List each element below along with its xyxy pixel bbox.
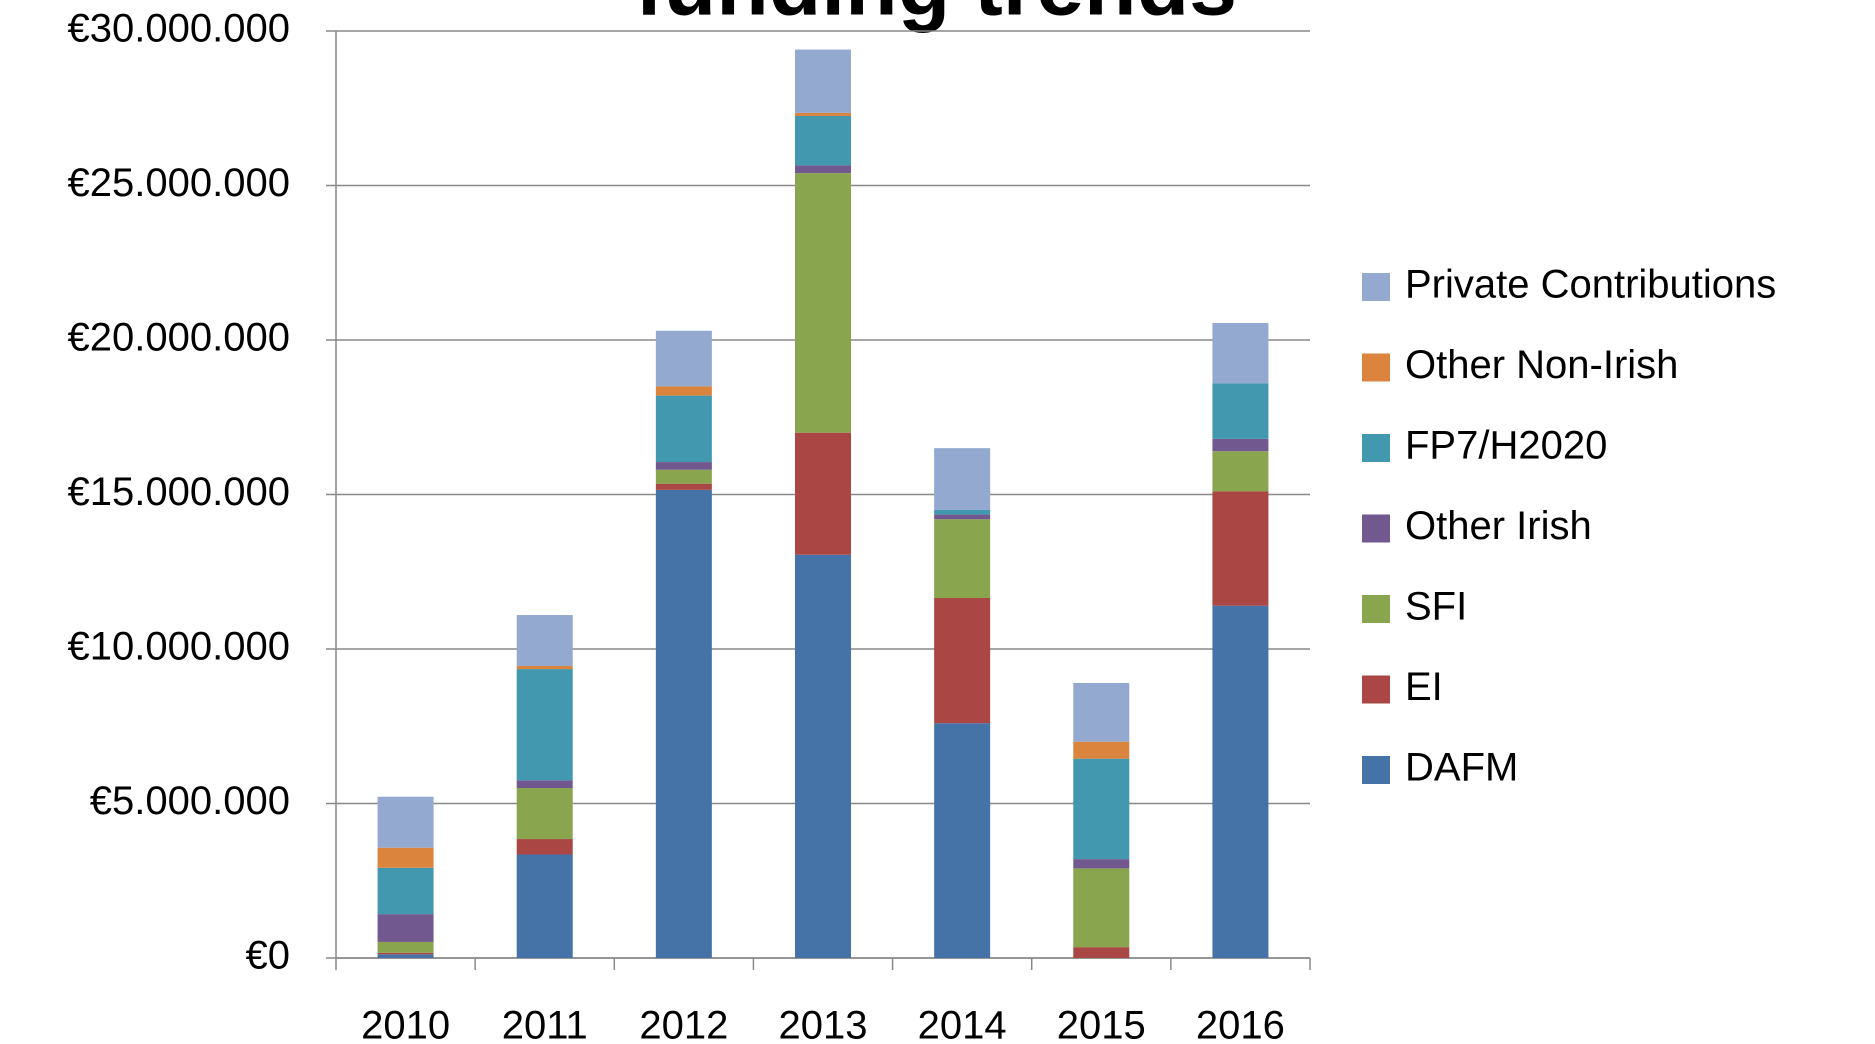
bar-segment bbox=[1073, 682, 1130, 742]
bar-segment bbox=[1212, 605, 1269, 958]
bar-segment bbox=[795, 432, 851, 555]
bar-segment bbox=[1073, 758, 1130, 860]
x-tick-label: 2016 bbox=[1196, 1004, 1285, 1044]
x-tick-label: 2015 bbox=[1057, 1004, 1146, 1044]
bar-segment bbox=[1212, 323, 1269, 384]
legend-label: FP7/H2020 bbox=[1405, 424, 1607, 468]
legend-label: DAFM bbox=[1405, 746, 1518, 790]
bar-segment bbox=[516, 854, 573, 958]
bar-segment bbox=[377, 796, 434, 848]
bar-segment bbox=[1212, 383, 1269, 439]
y-tick-label: €25.000.000 bbox=[68, 161, 290, 205]
bar-segment bbox=[655, 330, 712, 387]
bar-segment bbox=[516, 669, 573, 781]
legend-label: Other Irish bbox=[1405, 504, 1592, 548]
legend-label: EI bbox=[1405, 665, 1443, 709]
bar-segment bbox=[516, 788, 573, 840]
bar-segment bbox=[795, 115, 851, 166]
bar-segment bbox=[516, 665, 573, 670]
legend-swatch bbox=[1362, 675, 1390, 704]
legend-label: SFI bbox=[1405, 585, 1467, 629]
y-tick-label: €20.000.000 bbox=[68, 316, 290, 360]
bar-segment bbox=[516, 839, 573, 855]
legend-swatch bbox=[1362, 756, 1390, 784]
bar-segment bbox=[1212, 451, 1269, 492]
bar-segment bbox=[1073, 741, 1130, 759]
y-tick-label: €10.000.000 bbox=[68, 625, 290, 669]
legend-swatch bbox=[1362, 595, 1390, 623]
bar-segment bbox=[377, 952, 434, 955]
bar-segment bbox=[377, 914, 434, 942]
bar-segment bbox=[1073, 868, 1130, 948]
y-tick-label: €15.000.000 bbox=[68, 470, 290, 514]
bar-segment bbox=[655, 489, 712, 958]
bar-segment bbox=[655, 462, 712, 470]
legend-swatch bbox=[1362, 434, 1390, 462]
bar-segment bbox=[795, 165, 851, 174]
bar-segment bbox=[377, 941, 434, 953]
bar-segment bbox=[1212, 491, 1269, 606]
bar-segment bbox=[934, 723, 991, 958]
bar-segment bbox=[795, 49, 851, 113]
x-tick-label: 2011 bbox=[502, 1004, 588, 1044]
chart-title: funding trends bbox=[635, 0, 1237, 34]
bar-segment bbox=[795, 112, 851, 116]
bar-segment bbox=[377, 954, 434, 958]
legend-swatch bbox=[1362, 514, 1390, 543]
bar-segment bbox=[655, 386, 712, 396]
bar-segment bbox=[934, 514, 991, 520]
bar-segment bbox=[377, 867, 434, 915]
bar-segment bbox=[934, 519, 991, 599]
legend-label: Other Non-Irish bbox=[1405, 343, 1678, 387]
bar-segment bbox=[934, 509, 991, 515]
bar-segment bbox=[377, 847, 434, 868]
x-tick-label: 2013 bbox=[779, 1004, 868, 1044]
bar-segment bbox=[795, 554, 851, 958]
bar-segment bbox=[655, 483, 712, 490]
y-tick-label: €0 bbox=[246, 934, 291, 978]
legend-swatch bbox=[1362, 273, 1390, 301]
legend-label: Private Contributions bbox=[1405, 263, 1776, 307]
x-tick-label: 2014 bbox=[918, 1004, 1007, 1044]
legend-swatch bbox=[1362, 353, 1390, 382]
bar-segment bbox=[1212, 438, 1269, 452]
bar-segment bbox=[655, 395, 712, 463]
y-tick-label: €5.000.000 bbox=[90, 779, 290, 823]
bar-segment bbox=[1073, 859, 1130, 869]
x-tick-label: 2010 bbox=[361, 1004, 450, 1044]
bar-segment bbox=[1073, 947, 1130, 958]
bar-segment bbox=[655, 469, 712, 484]
y-tick-label: €30.000.000 bbox=[68, 7, 290, 51]
bar-segment bbox=[516, 780, 573, 789]
x-tick-label: 2012 bbox=[639, 1004, 728, 1044]
bar-segment bbox=[795, 173, 851, 433]
bar-segment bbox=[934, 598, 991, 724]
bar-segment bbox=[516, 615, 573, 666]
bar-segment bbox=[934, 448, 991, 510]
